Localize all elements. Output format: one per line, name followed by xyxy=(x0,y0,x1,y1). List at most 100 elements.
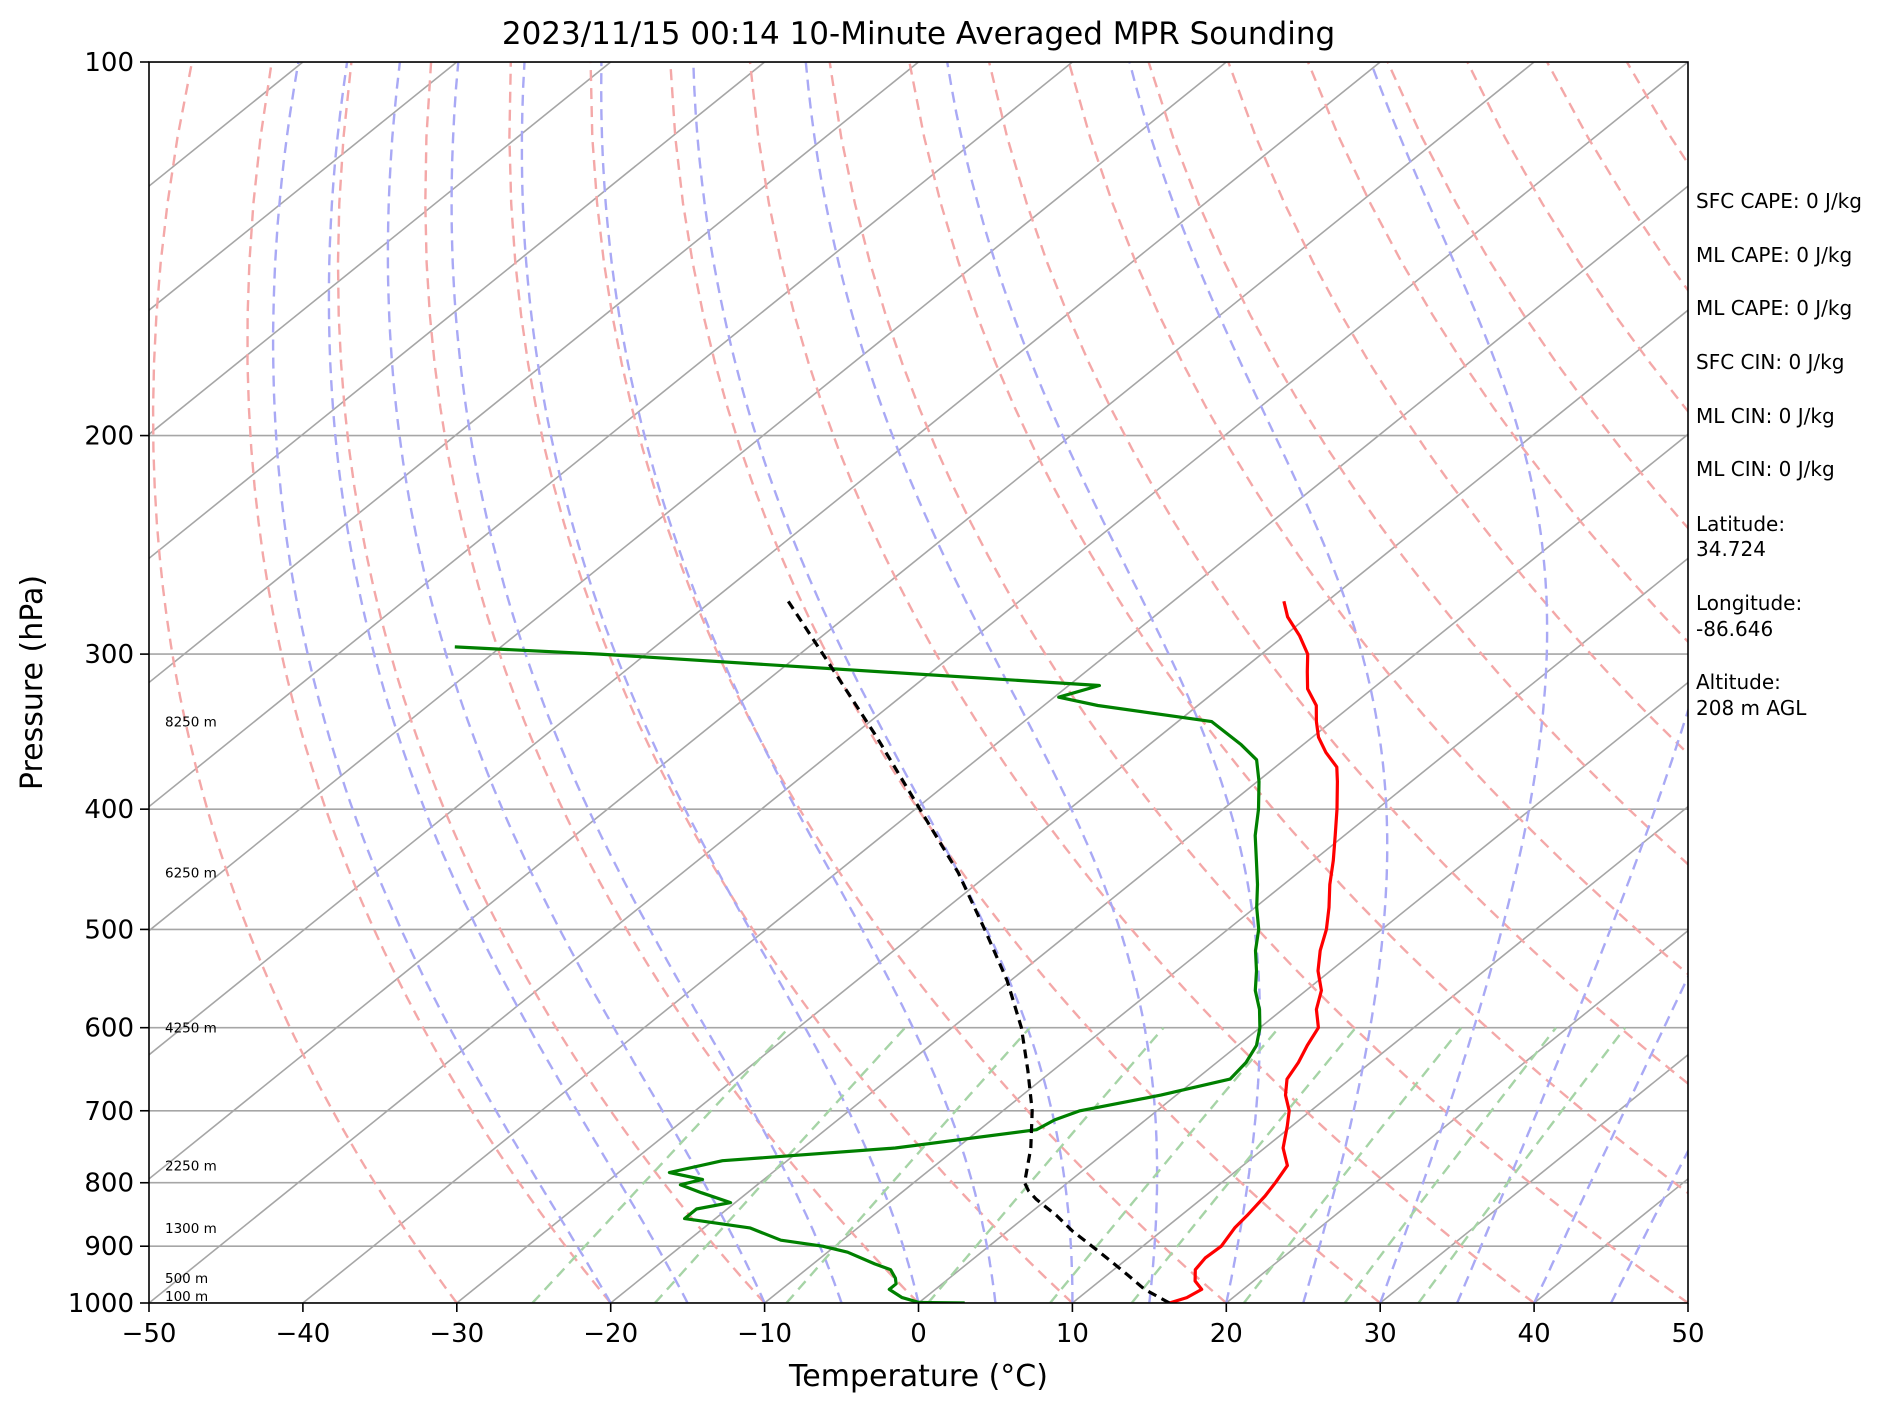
isotherm-line xyxy=(149,62,766,560)
latitude-label: Latitude: xyxy=(1696,512,1786,536)
moist-adiabat-line xyxy=(1456,62,1688,1303)
moist-adiabat-line xyxy=(804,62,1159,1303)
isotherm-line xyxy=(610,433,1688,1303)
ml-cin-2: ML CIN: 0 J/kg xyxy=(1696,457,1835,481)
mixing-ratio-line xyxy=(926,1026,1165,1303)
sfc-cin: SFC CIN: 0 J/kg xyxy=(1696,350,1845,374)
isotherm-line xyxy=(149,62,1535,1180)
sfc-cape: SFC CAPE: 0 J/kg xyxy=(1696,189,1862,213)
height-label: 4250 m xyxy=(165,1021,217,1037)
isotherm-line xyxy=(1379,1053,1688,1303)
isotherm-line xyxy=(149,62,612,436)
mixing-ratio-line xyxy=(1417,1026,1627,1303)
moist-adiabat-line xyxy=(386,62,766,1303)
y-tick-label: 500 xyxy=(84,915,134,945)
chart-title: 2023/11/15 00:14 10-Minute Averaged MPR … xyxy=(502,16,1335,52)
sounding-traces xyxy=(454,600,1339,1303)
moist-adiabat-line xyxy=(327,62,689,1303)
y-tick-label: 600 xyxy=(84,1014,134,1044)
ml-cin-1: ML CIN: 0 J/kg xyxy=(1696,404,1835,428)
mixing-ratio-line xyxy=(1049,1026,1280,1303)
dry-adiabat-line xyxy=(828,62,1688,1303)
isotherm-line xyxy=(149,62,1688,1303)
isotherm-line xyxy=(149,62,920,684)
moist-adiabat-line xyxy=(1533,974,1688,1303)
moist-adiabat-line xyxy=(946,62,1262,1303)
dry-adiabat-line xyxy=(1147,62,1688,866)
x-tick-label: −40 xyxy=(275,1319,330,1349)
y-axis-label: Pressure (hPa) xyxy=(15,575,50,790)
x-tick-label: 30 xyxy=(1364,1319,1397,1349)
x-tick-label: 10 xyxy=(1056,1319,1089,1349)
height-label: 1300 m xyxy=(165,1221,217,1237)
height-label: 500 m xyxy=(165,1271,208,1287)
mixing-ratio-line xyxy=(654,1026,906,1303)
dry-adiabat-line xyxy=(987,62,1688,1086)
isotherm-line xyxy=(1071,805,1688,1303)
altitude-label: Altitude: xyxy=(1696,670,1781,694)
isotherm-line xyxy=(1225,929,1688,1303)
x-tick-label: −20 xyxy=(583,1319,638,1349)
isotherm-line xyxy=(456,309,1688,1303)
moist-adiabat-line xyxy=(692,62,1074,1303)
temperature-line xyxy=(1168,600,1339,1303)
mixing-ratio-line xyxy=(1242,1026,1463,1303)
x-tick-label: 40 xyxy=(1518,1319,1551,1349)
isotherm-line xyxy=(149,62,1381,1056)
moist-adiabat-line xyxy=(271,62,612,1303)
x-tick-label: −50 xyxy=(122,1319,177,1349)
y-tick-label: 900 xyxy=(84,1232,134,1262)
moist-adiabat-line xyxy=(1609,1148,1688,1303)
sounding-info-panel: SFC CAPE: 0 J/kg ML CAPE: 0 J/kg ML CAPE: … xyxy=(1696,0,1886,1406)
isotherm-line xyxy=(917,681,1688,1303)
isotherm-line xyxy=(149,62,1227,932)
dry-adiabat-line xyxy=(748,62,1535,1303)
x-tick-label: 20 xyxy=(1210,1319,1243,1349)
altitude-value: 208 m AGL xyxy=(1696,696,1807,720)
isotherm-line xyxy=(764,557,1688,1303)
height-label: 2250 m xyxy=(165,1159,217,1175)
y-tick-label: 800 xyxy=(84,1169,134,1199)
x-tick-label: −30 xyxy=(429,1319,484,1349)
dry-adiabat-line xyxy=(424,62,920,1303)
dry-adiabat-line xyxy=(151,62,458,1303)
moist-adiabat-line xyxy=(450,62,843,1303)
height-label: 6250 m xyxy=(165,866,217,882)
x-tick-label: 50 xyxy=(1671,1319,1704,1349)
reference-lines xyxy=(149,62,1688,1303)
dewpoint-line xyxy=(454,645,1262,1303)
longitude-label: Longitude: xyxy=(1696,591,1803,615)
height-label: 100 m xyxy=(165,1289,208,1305)
y-tick-label: 100 xyxy=(84,48,134,78)
y-tick-label: 300 xyxy=(84,640,134,670)
axes: −50 −40 −30 −20 −10 0 10 20 30 40 50 100 200 300 400 50… xyxy=(68,48,1705,1349)
mixing-ratio-line xyxy=(1130,1026,1357,1303)
x-axis-label: Temperature (°C) xyxy=(788,1359,1048,1394)
dry-adiabat-line xyxy=(336,62,766,1303)
mixing-ratio-line xyxy=(785,1026,1031,1303)
dry-adiabat-line xyxy=(669,62,1381,1303)
dry-adiabat-line xyxy=(508,62,1074,1303)
dry-adiabat-line xyxy=(589,62,1228,1303)
dry-adiabat-line xyxy=(908,62,1688,1195)
x-tick-label: 0 xyxy=(910,1319,927,1349)
moist-adiabat-line xyxy=(599,62,997,1303)
isotherm-line xyxy=(149,62,1073,808)
isotherm-line xyxy=(149,62,458,312)
ml-cape-1: ML CAPE: 0 J/kg xyxy=(1696,243,1853,267)
dry-adiabat-line xyxy=(1067,62,1688,976)
longitude-value: -86.646 xyxy=(1696,617,1774,641)
y-tick-label: 1000 xyxy=(68,1289,134,1319)
height-labels: 100 m 500 m 1300 m 2250 m 4250 m 6250 m 8250 m xyxy=(165,715,217,1305)
parcel-line xyxy=(786,600,1171,1303)
mixing-ratio-line xyxy=(531,1026,790,1303)
ml-cape-2: ML CAPE: 0 J/kg xyxy=(1696,296,1853,320)
y-tick-label: 700 xyxy=(84,1097,134,1127)
x-tick-label: −10 xyxy=(737,1319,792,1349)
y-tick-label: 400 xyxy=(84,795,134,825)
y-tick-label: 200 xyxy=(84,422,134,452)
moist-adiabat-line xyxy=(520,62,920,1303)
mixing-ratio-line xyxy=(1343,1026,1557,1303)
height-label: 8250 m xyxy=(165,715,217,731)
